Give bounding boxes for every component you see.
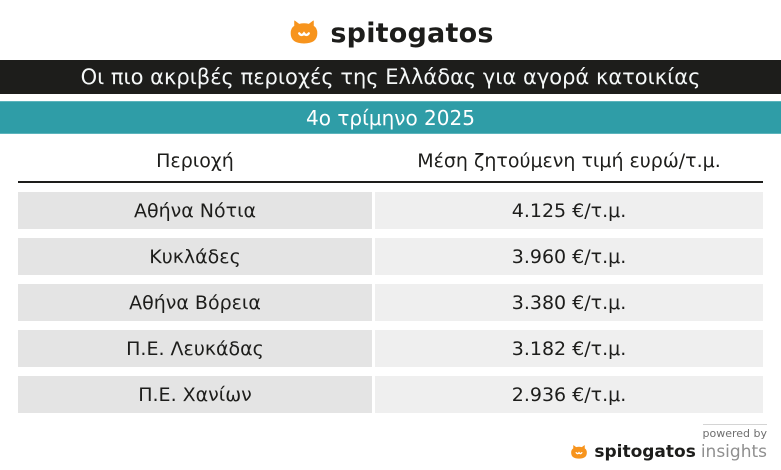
price-cell: 3.960 €/τ.μ. xyxy=(375,238,763,275)
footer-cat-icon xyxy=(569,444,589,461)
cat-icon xyxy=(287,18,321,48)
table-row: Π.Ε. Λευκάδας 3.182 €/τ.μ. xyxy=(18,330,763,367)
table-header: Περιοχή Μέση ζητούμενη τιμή ευρώ/τ.μ. xyxy=(18,142,763,183)
price-cell: 3.380 €/τ.μ. xyxy=(375,284,763,321)
price-table: Περιοχή Μέση ζητούμενη τιμή ευρώ/τ.μ. Αθ… xyxy=(18,142,763,413)
area-cell: Αθήνα Βόρεια xyxy=(18,284,372,321)
powered-by-label: powered by xyxy=(702,424,767,440)
footer-logo: spitogatos insights xyxy=(569,442,767,462)
area-cell: Κυκλάδες xyxy=(18,238,372,275)
area-cell: Π.Ε. Χανίων xyxy=(18,376,372,413)
footer-logo-suffix: insights xyxy=(700,442,767,462)
footer: powered by spitogatos insights xyxy=(569,422,767,462)
price-cell: 3.182 €/τ.μ. xyxy=(375,330,763,367)
table-body: Αθήνα Νότια 4.125 €/τ.μ. Κυκλάδες 3.960 €/τ… xyxy=(18,192,763,413)
subtitle-banner: 4ο τρίμηνο 2025 xyxy=(0,101,781,134)
column-header-area: Περιοχή xyxy=(156,150,234,172)
price-cell: 2.936 €/τ.μ. xyxy=(375,376,763,413)
table-row: Αθήνα Νότια 4.125 €/τ.μ. xyxy=(18,192,763,229)
header-logo: spitogatos xyxy=(0,0,781,52)
logo-text: spitogatos xyxy=(330,17,494,49)
price-cell: 4.125 €/τ.μ. xyxy=(375,192,763,229)
table-row: Κυκλάδες 3.960 €/τ.μ. xyxy=(18,238,763,275)
table-row: Αθήνα Βόρεια 3.380 €/τ.μ. xyxy=(18,284,763,321)
column-header-price: Μέση ζητούμενη τιμή ευρώ/τ.μ. xyxy=(417,150,721,172)
area-cell: Π.Ε. Λευκάδας xyxy=(18,330,372,367)
area-cell: Αθήνα Νότια xyxy=(18,192,372,229)
table-row: Π.Ε. Χανίων 2.936 €/τ.μ. xyxy=(18,376,763,413)
title-text: Οι πιο ακριβές περιοχές της Ελλάδας για … xyxy=(80,65,701,89)
subtitle-text: 4ο τρίμηνο 2025 xyxy=(306,105,475,130)
footer-logo-text: spitogatos xyxy=(594,442,696,462)
title-banner: Οι πιο ακριβές περιοχές της Ελλάδας για … xyxy=(0,60,781,94)
